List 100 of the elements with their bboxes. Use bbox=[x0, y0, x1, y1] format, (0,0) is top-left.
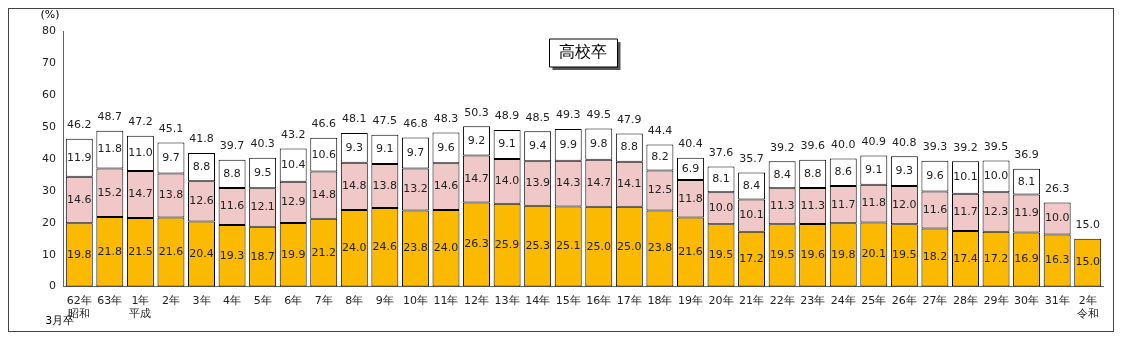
data-label: 15.0 bbox=[1075, 255, 1100, 269]
x-tick-label: 28年 bbox=[952, 294, 978, 308]
x-tick-label: 14年 bbox=[525, 294, 551, 308]
data-label: 11.9 bbox=[67, 150, 92, 164]
data-label: 15.2 bbox=[97, 185, 123, 199]
data-label: 6.9 bbox=[681, 161, 700, 175]
data-label: 14.1 bbox=[617, 177, 642, 191]
x-tick-label: 6年 bbox=[284, 294, 303, 308]
data-label: 8.8 bbox=[803, 166, 822, 180]
data-label: 19.3 bbox=[219, 248, 245, 262]
x-tick-label: 8年 bbox=[345, 294, 364, 308]
total-label: 49.3 bbox=[555, 108, 581, 122]
data-label: 14.7 bbox=[586, 176, 612, 190]
data-label: 23.8 bbox=[403, 241, 428, 255]
data-label: 8.2 bbox=[651, 150, 669, 164]
total-label: 47.2 bbox=[128, 115, 153, 129]
data-label: 14.6 bbox=[433, 179, 459, 193]
data-label: 8.6 bbox=[834, 165, 852, 179]
total-label: 48.9 bbox=[494, 109, 520, 123]
data-label: 17.4 bbox=[953, 251, 978, 265]
data-label: 19.8 bbox=[67, 247, 92, 261]
data-label: 9.3 bbox=[345, 140, 364, 154]
y-tick-label: 10 bbox=[42, 247, 56, 261]
total-label: 39.6 bbox=[800, 139, 825, 153]
x-tick-label: 18年 bbox=[647, 294, 673, 308]
total-label: 45.1 bbox=[158, 121, 184, 135]
data-label: 14.6 bbox=[67, 192, 92, 206]
data-label: 19.9 bbox=[280, 247, 306, 261]
total-label: 46.8 bbox=[403, 116, 428, 130]
total-label: 48.7 bbox=[97, 110, 123, 124]
x-tick-label: 15年 bbox=[555, 294, 581, 308]
data-label: 11.6 bbox=[219, 199, 245, 213]
data-label: 17.2 bbox=[739, 251, 764, 265]
data-label: 26.3 bbox=[464, 237, 489, 251]
data-label: 13.9 bbox=[525, 176, 550, 190]
x-tick-label: 25年 bbox=[861, 294, 887, 308]
x-tick-label: 24年 bbox=[830, 294, 856, 308]
total-label: 46.2 bbox=[67, 118, 92, 132]
x-tick-label: 10年 bbox=[402, 294, 428, 308]
data-label: 9.8 bbox=[590, 136, 608, 150]
y-axis-title: (%) bbox=[40, 8, 60, 22]
x-tick-label: 23年 bbox=[800, 294, 826, 308]
total-label: 40.0 bbox=[831, 137, 856, 151]
x-tick-label: 4年 bbox=[223, 294, 242, 308]
y-tick-label: 60 bbox=[42, 87, 56, 101]
data-label: 8.8 bbox=[223, 166, 241, 180]
data-label: 20.4 bbox=[189, 246, 214, 260]
x-tick-label: 1年平成 bbox=[129, 294, 152, 321]
data-label: 13.8 bbox=[372, 178, 398, 192]
data-label: 8.4 bbox=[742, 178, 761, 192]
data-label: 14.0 bbox=[494, 174, 520, 188]
data-label: 9.7 bbox=[162, 150, 180, 164]
data-label: 9.7 bbox=[406, 145, 425, 159]
y-tick-label: 20 bbox=[42, 215, 56, 229]
data-label: 9.6 bbox=[437, 140, 455, 154]
x-tick-label: 31年 bbox=[1044, 294, 1070, 308]
total-label: 48.1 bbox=[342, 112, 367, 126]
data-label: 11.8 bbox=[678, 191, 703, 205]
x-tick-label: 2年令和 bbox=[1076, 294, 1099, 321]
data-label: 25.9 bbox=[494, 238, 520, 252]
data-label: 14.8 bbox=[311, 188, 336, 202]
total-label: 39.3 bbox=[922, 140, 948, 154]
data-label: 8.8 bbox=[620, 140, 639, 154]
data-label: 17.2 bbox=[983, 251, 1009, 265]
x-tick-label: 11年 bbox=[433, 294, 459, 308]
data-label: 14.8 bbox=[342, 179, 367, 193]
total-label: 39.5 bbox=[983, 139, 1009, 153]
total-label: 26.3 bbox=[1044, 181, 1070, 195]
data-label: 8.1 bbox=[1017, 174, 1036, 188]
data-label: 9.6 bbox=[926, 168, 944, 182]
data-label: 12.9 bbox=[280, 195, 306, 209]
data-label: 14.3 bbox=[555, 176, 581, 190]
data-label: 12.6 bbox=[189, 194, 214, 208]
x-tick-label: 9年 bbox=[375, 294, 394, 308]
total-label: 36.9 bbox=[1014, 148, 1039, 162]
total-label: 40.8 bbox=[892, 135, 917, 149]
data-label: 21.2 bbox=[311, 245, 336, 259]
x-tick-label: 13年 bbox=[494, 294, 520, 308]
data-label: 21.5 bbox=[128, 245, 153, 259]
x-tick-label: 17年 bbox=[616, 294, 642, 308]
data-label: 9.1 bbox=[865, 163, 883, 176]
x-tick-label: 63年 bbox=[97, 294, 123, 308]
data-label: 19.6 bbox=[800, 248, 825, 262]
total-label: 35.7 bbox=[739, 151, 764, 165]
data-label: 12.0 bbox=[892, 197, 917, 211]
x-tick-label: 21年 bbox=[739, 294, 765, 308]
y-tick-label: 40 bbox=[42, 151, 56, 165]
x-tick-label: 20年 bbox=[708, 294, 734, 308]
data-label: 8.8 bbox=[192, 159, 211, 173]
x-tick-label: 30年 bbox=[1014, 294, 1040, 308]
data-label: 10.0 bbox=[708, 201, 734, 215]
y-tick-label: 50 bbox=[42, 119, 56, 133]
total-label: 48.5 bbox=[525, 110, 550, 124]
total-label: 40.3 bbox=[250, 137, 275, 151]
data-label: 8.4 bbox=[773, 167, 791, 181]
data-label: 16.3 bbox=[1044, 253, 1070, 267]
total-label: 40.4 bbox=[678, 137, 703, 151]
data-label: 13.2 bbox=[403, 182, 428, 196]
data-label: 12.3 bbox=[983, 204, 1009, 218]
data-label: 19.5 bbox=[769, 248, 795, 262]
